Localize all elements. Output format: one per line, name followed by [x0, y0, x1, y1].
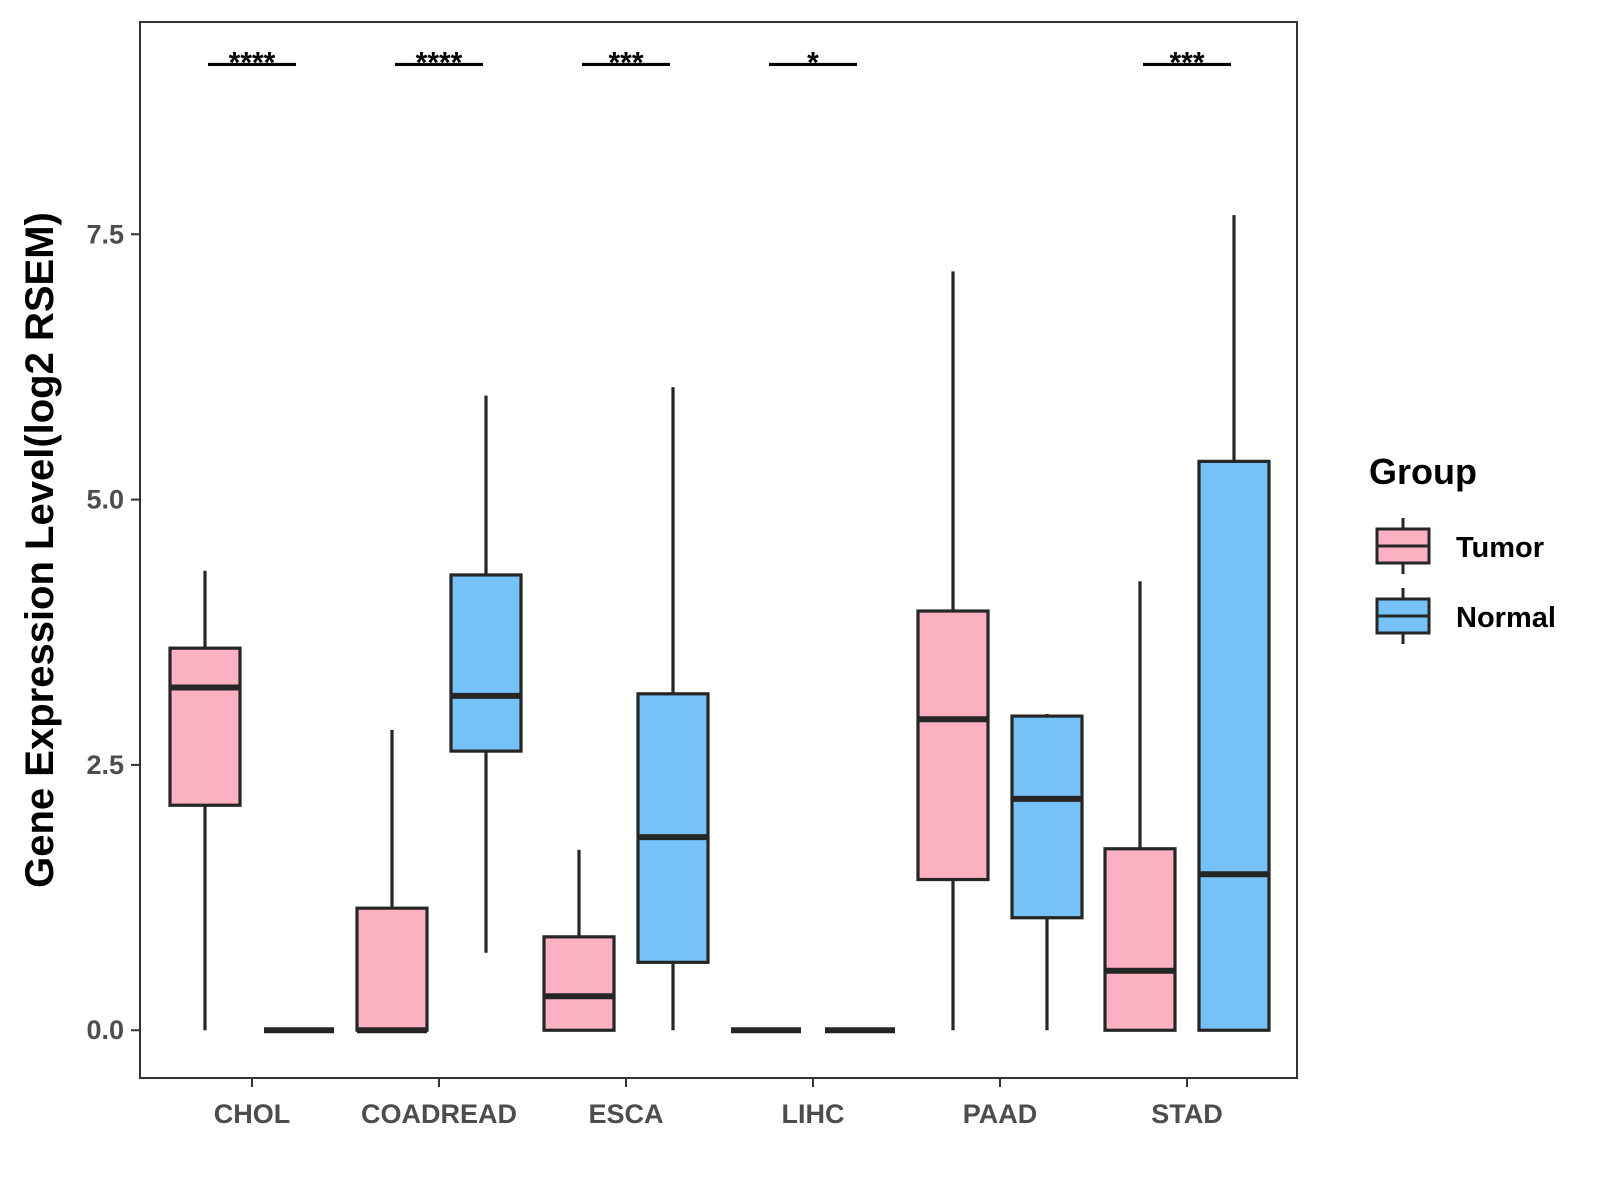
legend-label-normal: Normal: [1456, 602, 1556, 634]
y-tick-label: 0.0: [86, 1015, 124, 1045]
box-normal-stad: [1197, 215, 1271, 1032]
box-body: [542, 935, 616, 1032]
box-tumor-coadread: [355, 729, 429, 1034]
legend-item-tumor: Tumor: [1375, 518, 1544, 574]
box-body: [449, 573, 523, 753]
legend-item-normal: Normal: [1375, 588, 1556, 644]
plot-area: **** **** *** * ***: [139, 21, 1298, 1079]
box-tumor-esca: [542, 849, 616, 1032]
x-tick-label-coadread: COADREAD: [361, 1099, 517, 1129]
y-axis: 0.0 2.5 5.0 7.5 Gene Expression Level(log2 R…: [18, 212, 140, 1045]
legend-title: Group: [1369, 451, 1477, 492]
box-tumor-paad: [916, 271, 990, 1031]
box-body: [916, 609, 990, 882]
significance-label-stad: ***: [1169, 46, 1204, 79]
x-tick-label-stad: STAD: [1151, 1099, 1223, 1129]
box-body: [1197, 459, 1271, 1032]
box-body: [636, 692, 710, 964]
x-tick-label-lihc: LIHC: [782, 1099, 845, 1129]
x-axis: CHOL COADREAD ESCA LIHC PAAD STAD: [214, 1078, 1223, 1129]
y-tick-label: 7.5: [86, 219, 124, 249]
significance-label-esca: ***: [608, 46, 643, 79]
significance-label-chol: ****: [229, 46, 276, 79]
y-tick-label: 5.0: [86, 485, 124, 515]
box-body: [355, 906, 429, 1032]
legend: Group Tumor Normal: [1369, 451, 1556, 644]
box-body: [1103, 847, 1177, 1032]
legend-label-tumor: Tumor: [1456, 532, 1544, 564]
x-tick-label-chol: CHOL: [214, 1099, 291, 1129]
box-normal-paad: [1010, 713, 1084, 1031]
legend-key-normal: [1375, 588, 1431, 644]
box-normal-coadread: [449, 395, 523, 953]
y-tick-label: 2.5: [86, 750, 124, 780]
x-tick-label-paad: PAAD: [963, 1099, 1038, 1129]
legend-key-tumor: [1375, 518, 1431, 574]
box-tumor-chol: [168, 570, 242, 1031]
x-tick-label-esca: ESCA: [588, 1099, 663, 1129]
significance-label-lihc: *: [807, 46, 819, 79]
box-tumor-stad: [1103, 581, 1177, 1032]
y-axis-title: Gene Expression Level(log2 RSEM): [18, 212, 62, 888]
box-normal-esca: [636, 387, 710, 1031]
box-body: [168, 646, 242, 807]
box-body: [1010, 714, 1084, 920]
significance-label-coadread: ****: [416, 46, 463, 79]
